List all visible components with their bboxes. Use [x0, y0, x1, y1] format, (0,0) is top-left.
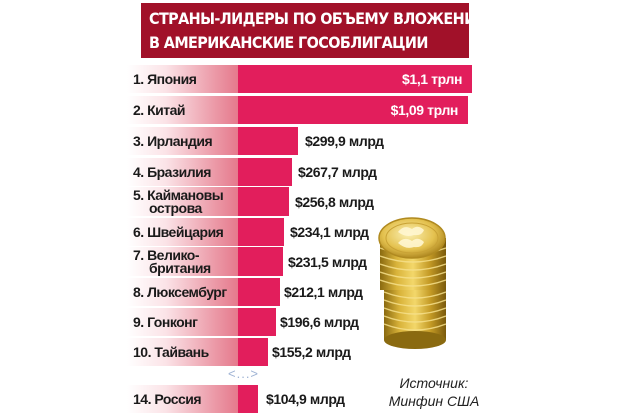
gap-marker: <...>	[228, 366, 260, 381]
bar-row-luxembourg: 8. Люксембург $212,1 млрд	[127, 278, 507, 306]
bar	[238, 158, 292, 186]
value-label: $234,1 млрд	[290, 224, 369, 240]
label-gradient	[127, 158, 238, 186]
country-label: 1. Япония	[133, 70, 197, 87]
bar-row-taiwan: 10. Тайвань $155,2 млрд	[127, 338, 507, 366]
country-label-line-2: острова	[149, 199, 202, 216]
bar	[238, 308, 276, 336]
label-gradient	[127, 218, 238, 246]
label-gradient	[127, 338, 238, 366]
country-label: 4. Бразилия	[133, 163, 211, 180]
value-label: $256,8 млрд	[295, 193, 374, 210]
country-label-line-1: 5. Каймановы	[133, 186, 224, 203]
source-line-2: Минфин США	[388, 393, 480, 409]
bar	[238, 187, 289, 216]
bar	[238, 278, 280, 306]
bar	[238, 218, 284, 246]
source-line-1: Источник:	[399, 375, 469, 391]
chart-title: СТРАНЫ-ЛИДЕРЫ ПО ОБЪЕМУ ВЛОЖЕНИЙ В АМЕРИ…	[141, 3, 488, 58]
bar	[238, 338, 268, 366]
country-label: 6. Швейцария	[133, 223, 224, 240]
label-gradient	[127, 96, 238, 124]
country-label-line-1: 7. Велико-	[133, 246, 199, 263]
country-label: 2. Китай	[133, 101, 185, 118]
value-label: $104,9 млрд	[266, 391, 345, 407]
bar-row-russia: 14. Россия $104,9 млрд	[127, 385, 507, 413]
label-gradient	[127, 65, 238, 93]
country-label: 14. Россия	[133, 390, 202, 407]
bar-row-ireland: 3. Ирландия $299,9 млрд	[127, 127, 507, 155]
bar	[238, 65, 472, 93]
value-label: $267,7 млрд	[298, 164, 377, 180]
country-label: 5. Каймановы острова	[133, 186, 224, 216]
value-label: $155,2 млрд	[272, 344, 351, 360]
bar-row-great-britain: 7. Велико- британия $231,5 млрд	[127, 247, 507, 276]
label-gradient	[127, 308, 238, 336]
bar-row-hong-kong: 9. Гонконг $196,6 млрд	[127, 308, 507, 336]
source-note: Источник: Минфин США	[384, 374, 484, 410]
country-label: 9. Гонконг	[133, 313, 198, 330]
bar-row-brazil: 4. Бразилия $267,7 млрд	[127, 158, 507, 186]
bar	[238, 247, 283, 276]
value-label: $1,1 трлн	[402, 71, 462, 87]
value-label: $299,9 млрд	[305, 133, 384, 149]
value-label: $196,6 млрд	[280, 314, 359, 330]
country-label: 3. Ирландия	[133, 132, 213, 149]
coin-stack-icon	[378, 217, 447, 349]
country-label: 10. Тайвань	[133, 343, 209, 360]
label-gradient	[127, 187, 238, 216]
bar-row-switzerland: 6. Швейцария $234,1 млрд	[127, 218, 507, 246]
value-label: $212,1 млрд	[284, 284, 363, 300]
country-label: 8. Люксембург	[133, 283, 227, 300]
label-gradient	[127, 278, 238, 306]
bar	[238, 96, 468, 124]
bar-row-japan: 1. Япония $1,1 трлн	[127, 65, 472, 93]
country-label: 7. Велико- британия	[133, 247, 211, 276]
bar-row-cayman-islands: 5. Каймановы острова $256,8 млрд	[127, 187, 507, 216]
bar	[238, 385, 258, 413]
value-label: $1,09 трлн	[390, 102, 459, 118]
chart-title-line-1: СТРАНЫ-ЛИДЕРЫ ПО ОБЪЕМУ ВЛОЖЕНИЙ	[149, 9, 488, 28]
bar	[238, 127, 298, 155]
label-gradient	[127, 127, 238, 155]
label-gradient	[127, 247, 238, 276]
label-gradient	[127, 385, 238, 413]
chart-title-line-2: В АМЕРИКАНСКИЕ ГОСОБЛИГАЦИИ	[149, 33, 428, 52]
country-label-line-2: британия	[149, 259, 211, 276]
value-label: $231,5 млрд	[288, 253, 367, 270]
bar-row-china: 2. Китай $1,09 трлн	[127, 96, 468, 124]
